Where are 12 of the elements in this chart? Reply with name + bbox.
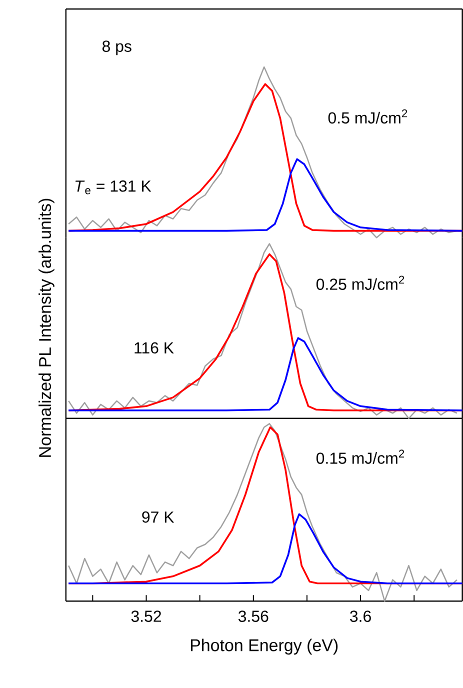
x-tick-label: 3.56 <box>238 610 268 622</box>
x-axis-title: Photon Energy (eV) <box>190 638 338 655</box>
x-tick-label: 3.52 <box>131 610 161 622</box>
y-axis-title: Normalized PL Intensity (arb.units) <box>38 198 54 457</box>
text: 8 ps <box>102 40 132 56</box>
annotation: 0.15 mJ/cm$^{2}$ <box>316 450 404 464</box>
annotation: T$_{e}$ = 131 K <box>75 180 152 194</box>
annotation: 0.5 mJ/cm$^{2}$ <box>328 109 407 124</box>
x-tick-label: 3.6 <box>350 610 371 622</box>
annotation: 116 K <box>134 342 174 354</box>
annotation: 97 K <box>142 511 174 523</box>
annotation: 0.25 mJ/cm$^{2}$ <box>316 276 404 290</box>
